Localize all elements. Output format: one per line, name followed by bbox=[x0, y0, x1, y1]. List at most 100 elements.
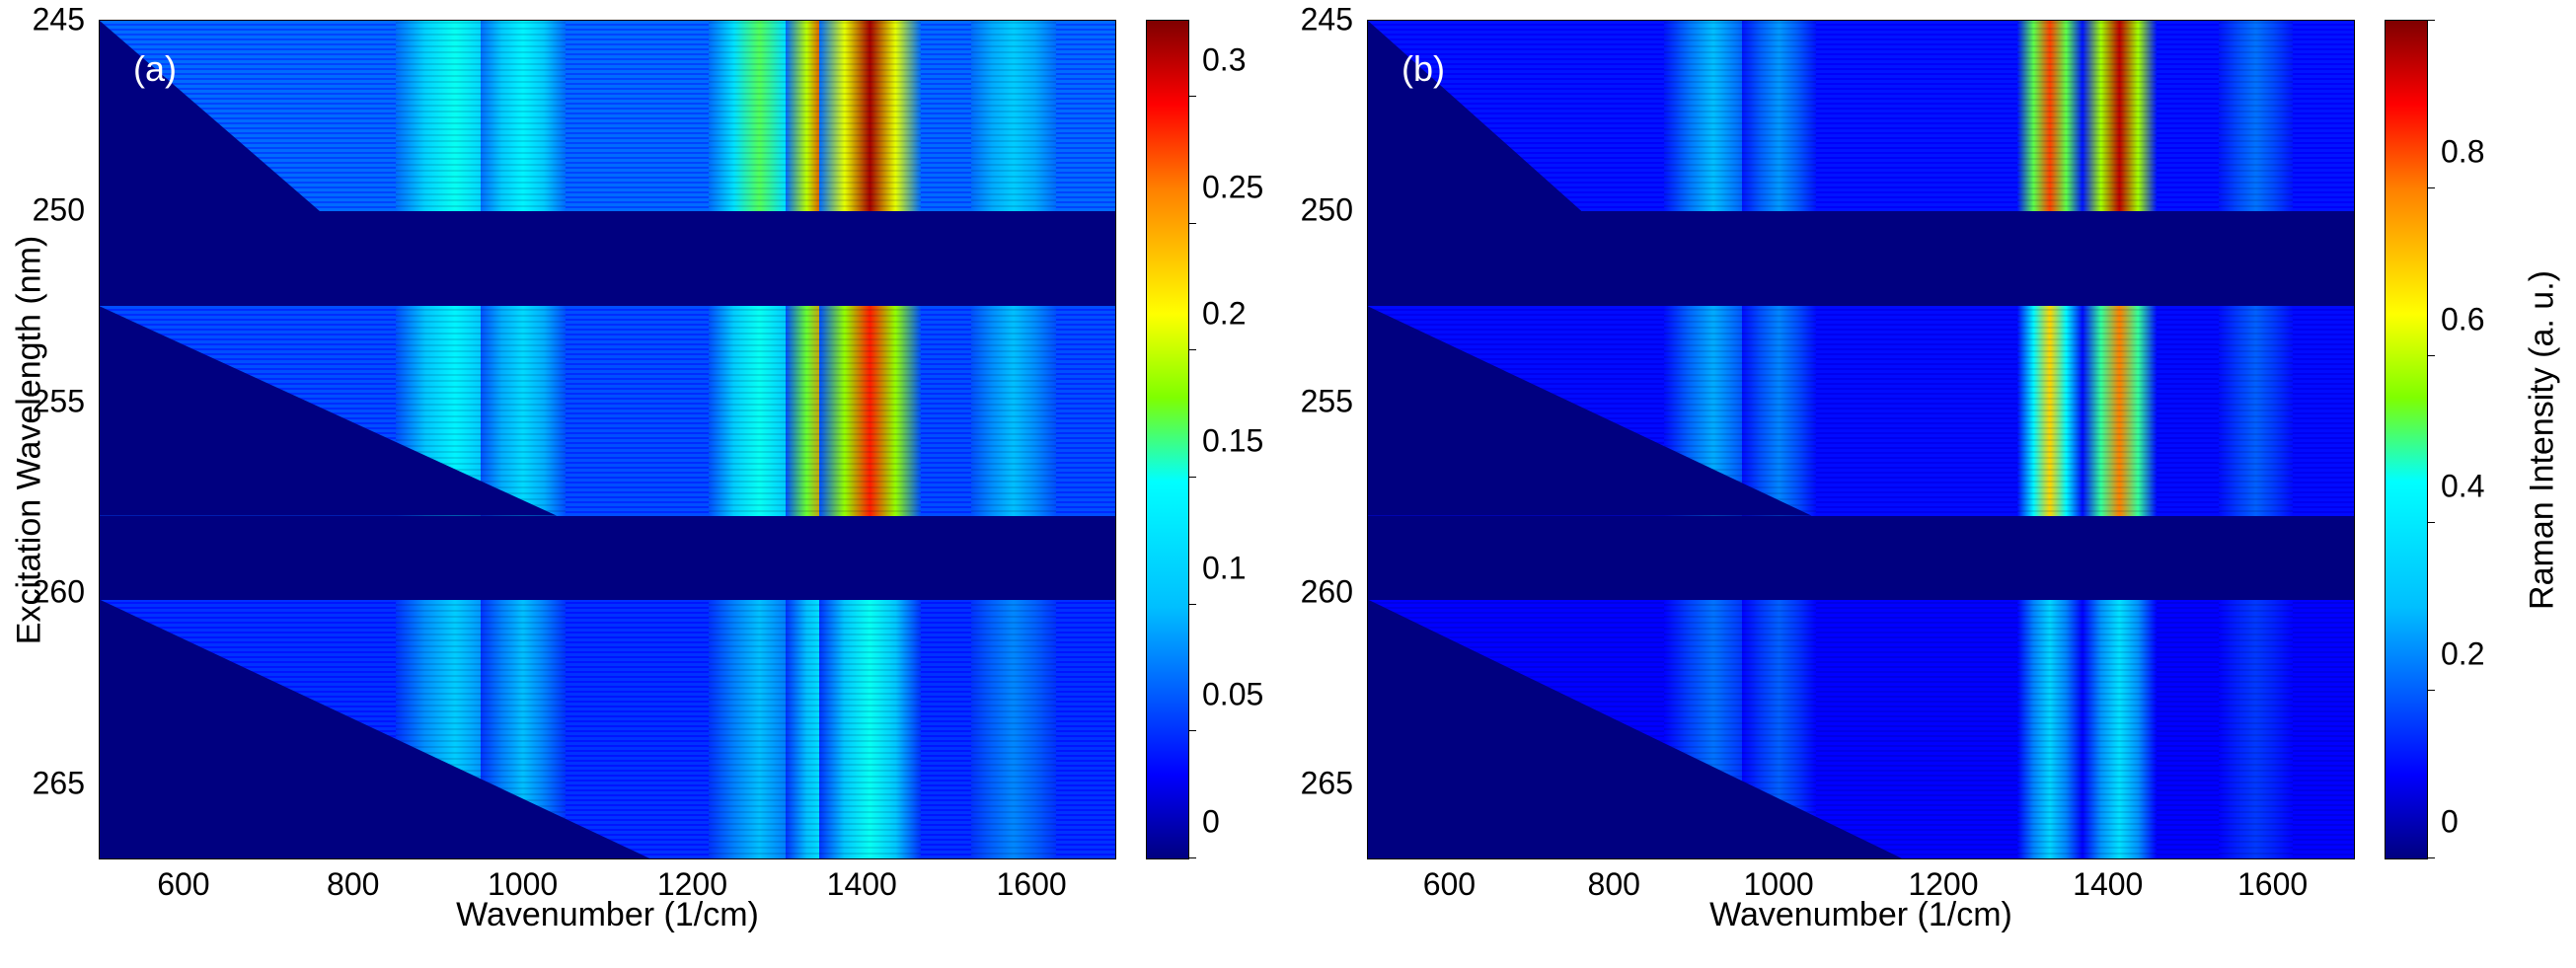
cbar-tick-b-2: 0.4 bbox=[2427, 469, 2484, 505]
stripe-noise-overlay bbox=[2017, 306, 2084, 515]
cbar-tick-a-3: 0.15 bbox=[1188, 423, 1263, 460]
feature-b-0-4 bbox=[2219, 21, 2293, 211]
cbar-tick-a-0: 0 bbox=[1188, 804, 1220, 841]
stripe-noise-overlay bbox=[819, 306, 921, 515]
stripe-noise-overlay bbox=[2083, 600, 2157, 858]
cbar-tick-a-1: 0.05 bbox=[1188, 677, 1263, 713]
xtick-mark-b-1600 bbox=[2272, 858, 2273, 859]
colorbar-wrap-a: 00.050.10.150.20.250.3 bbox=[1146, 20, 1189, 859]
stripe-noise-overlay bbox=[819, 600, 921, 858]
colorbar-a: 00.050.10.150.20.250.3 bbox=[1146, 20, 1189, 859]
cbar-tick-a-6: 0.3 bbox=[1188, 42, 1246, 79]
feature-b-1-3 bbox=[2083, 306, 2157, 515]
ytick-b-245: 245 bbox=[1301, 2, 1353, 38]
cbar-tick-b-3: 0.6 bbox=[2427, 301, 2484, 337]
cbar-tick-a-4: 0.2 bbox=[1188, 296, 1246, 333]
stripe-noise-overlay bbox=[1742, 306, 1816, 515]
cbar-tick-mark-a-2 bbox=[1188, 604, 1196, 605]
xtick-a-600: 600 bbox=[157, 866, 209, 903]
feature-b-2-3 bbox=[2083, 600, 2157, 858]
gap-a-1 bbox=[100, 516, 1115, 600]
feature-b-0-2 bbox=[2017, 21, 2084, 211]
stripe-noise-overlay bbox=[971, 600, 1056, 858]
cbar-tick-b-0: 0 bbox=[2427, 804, 2459, 841]
xtick-mark-a-1200 bbox=[692, 858, 693, 859]
stripe-noise-overlay bbox=[2083, 306, 2157, 515]
xtick-mark-a-800 bbox=[353, 858, 354, 859]
cbar-tick-a-5: 0.25 bbox=[1188, 169, 1263, 205]
xlabel-b: Wavenumber (1/cm) bbox=[1709, 896, 2012, 934]
xtick-a-1600: 1600 bbox=[996, 866, 1066, 903]
feature-b-0-1 bbox=[1742, 21, 1816, 211]
xtick-mark-a-600 bbox=[185, 858, 186, 859]
feature-a-0-4 bbox=[819, 21, 921, 211]
cbar-tick-mark-a-1 bbox=[1188, 730, 1196, 731]
colorbar-label-b: Raman Intensity (a. u.) bbox=[2524, 270, 2562, 610]
xtick-b-1600: 1600 bbox=[2237, 866, 2308, 903]
ytick-b-265: 265 bbox=[1301, 765, 1353, 801]
cbar-tick-mark-a-0 bbox=[1188, 857, 1196, 858]
xtick-mark-b-800 bbox=[1615, 858, 1616, 859]
cbar-tick-mark-b-5 bbox=[2427, 20, 2435, 21]
plot-wrap-a: (a)6008001000120014001600245250255260265… bbox=[99, 20, 1116, 859]
cbar-tick-mark-a-4 bbox=[1188, 349, 1196, 350]
xtick-mark-a-1600 bbox=[1030, 858, 1031, 859]
cbar-tick-mark-a-3 bbox=[1188, 477, 1196, 478]
heatmap-a: (a) bbox=[99, 20, 1116, 859]
stripe-noise-overlay bbox=[2219, 600, 2293, 858]
feature-b-1-1 bbox=[1742, 306, 1816, 515]
xtick-a-1400: 1400 bbox=[827, 866, 897, 903]
stripe-noise-overlay bbox=[2219, 306, 2293, 515]
band-a-1 bbox=[100, 306, 1115, 515]
ylabel-a: Excitation Wavelength (nm) bbox=[11, 235, 49, 643]
panel-b: (b)6008001000120014001600245250255260265… bbox=[1288, 20, 2566, 948]
xlabel-a: Wavenumber (1/cm) bbox=[456, 896, 759, 934]
colorbar-wrap-b: 00.20.40.60.81Raman Intensity (a. u.) bbox=[2385, 20, 2428, 859]
feature-a-2-5 bbox=[971, 600, 1056, 858]
band-b-2 bbox=[1368, 600, 2354, 858]
cbar-tick-mark-b-3 bbox=[2427, 355, 2435, 356]
feature-b-2-2 bbox=[2017, 600, 2084, 858]
panel-a: (a)6008001000120014001600245250255260265… bbox=[10, 20, 1288, 948]
band-a-0 bbox=[100, 21, 1115, 211]
cbar-tick-mark-b-0 bbox=[2427, 857, 2435, 858]
xtick-mark-a-1000 bbox=[523, 858, 524, 859]
ytick-a-265: 265 bbox=[33, 765, 85, 801]
gap-a-0 bbox=[100, 211, 1115, 306]
plot-wrap-b: (b)6008001000120014001600245250255260265… bbox=[1367, 20, 2355, 859]
xtick-mark-b-1400 bbox=[2107, 858, 2108, 859]
xtick-b-600: 600 bbox=[1423, 866, 1476, 903]
band-b-1 bbox=[1368, 306, 2354, 515]
stripe-noise-overlay bbox=[481, 306, 566, 515]
feature-a-1-4 bbox=[819, 306, 921, 515]
feature-a-1-1 bbox=[481, 306, 566, 515]
feature-a-2-4 bbox=[819, 600, 921, 858]
band-a-2 bbox=[100, 600, 1115, 858]
figure-container: (a)6008001000120014001600245250255260265… bbox=[0, 0, 2576, 968]
cbar-tick-mark-a-6 bbox=[1188, 96, 1196, 97]
feature-b-1-4 bbox=[2219, 306, 2293, 515]
ytick-b-250: 250 bbox=[1301, 192, 1353, 229]
xtick-a-800: 800 bbox=[327, 866, 379, 903]
stripe-noise-overlay bbox=[2017, 21, 2084, 211]
ytick-a-250: 250 bbox=[33, 192, 85, 229]
cbar-tick-b-1: 0.2 bbox=[2427, 636, 2484, 673]
stripe-noise-overlay bbox=[2083, 21, 2157, 211]
panel-letter-a: (a) bbox=[133, 48, 177, 90]
gap-b-1 bbox=[1368, 516, 2354, 600]
cbar-tick-mark-b-4 bbox=[2427, 187, 2435, 188]
stripe-noise-overlay bbox=[1742, 21, 1816, 211]
feature-a-0-1 bbox=[481, 21, 566, 211]
band-b-0 bbox=[1368, 21, 2354, 211]
xtick-mark-b-600 bbox=[1450, 858, 1451, 859]
xtick-b-1400: 1400 bbox=[2073, 866, 2143, 903]
feature-a-0-5 bbox=[971, 21, 1056, 211]
xtick-mark-b-1200 bbox=[1943, 858, 1944, 859]
cbar-tick-mark-a-5 bbox=[1188, 223, 1196, 224]
xtick-b-800: 800 bbox=[1588, 866, 1640, 903]
panel-letter-b: (b) bbox=[1402, 48, 1445, 90]
stripe-noise-overlay bbox=[2219, 21, 2293, 211]
stripe-noise-overlay bbox=[2017, 600, 2084, 858]
ytick-b-260: 260 bbox=[1301, 574, 1353, 611]
cbar-tick-b-5: 1 bbox=[2427, 0, 2459, 3]
